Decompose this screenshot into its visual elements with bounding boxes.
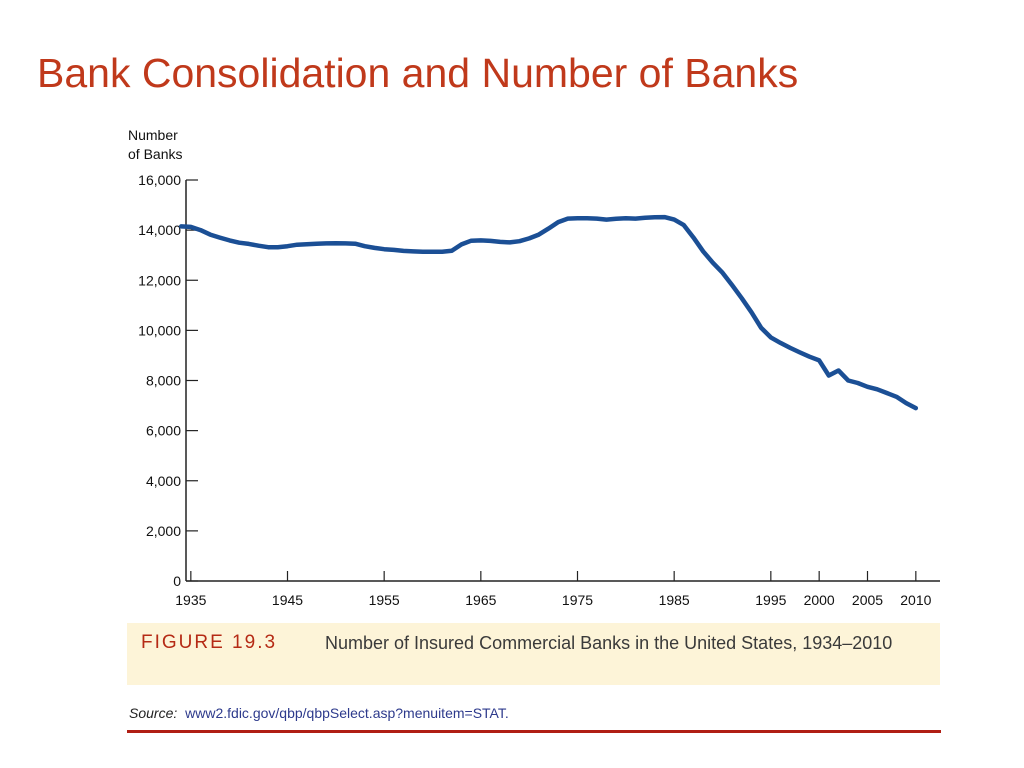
x-tick-label: 1965 (465, 592, 496, 608)
source-line: Source: www2.fdic.gov/qbp/qbpSelect.asp?… (129, 705, 509, 721)
y-tick-label: 2,000 (146, 523, 181, 539)
source-url: www2.fdic.gov/qbp/qbpSelect.asp?menuitem… (185, 705, 509, 721)
slide-title: Bank Consolidation and Number of Banks (37, 50, 799, 96)
y-tick-label: 14,000 (138, 222, 181, 238)
series-group (178, 214, 919, 411)
y-axis-label-line1: Number (128, 127, 178, 143)
y-axis: 0 2,000 4,000 6,000 8,000 10,000 12,000 14,000 1… (138, 172, 198, 589)
figure-caption-box: FIGURE 19.3 Number of Insured Commercial… (127, 623, 940, 685)
x-tick-label: 1985 (659, 592, 690, 608)
x-tick-label: 2005 (852, 592, 883, 608)
y-tick-label: 0 (173, 573, 181, 589)
x-axis: 1935 1945 1955 1965 1975 1985 1995 2000 2005 2010 (175, 571, 940, 608)
x-tick-label: 1945 (272, 592, 303, 608)
y-tick-label: 4,000 (146, 473, 181, 489)
figure-label: FIGURE 19.3 (141, 632, 278, 653)
series-line-0 (178, 214, 919, 411)
x-tick-label: 1995 (755, 592, 786, 608)
x-tick-label: 2010 (900, 592, 931, 608)
x-tick-label: 1955 (369, 592, 400, 608)
x-tick-label: 2000 (804, 592, 835, 608)
x-tick-label: 1935 (175, 592, 206, 608)
y-tick-label: 12,000 (138, 272, 181, 288)
y-tick-label: 16,000 (138, 172, 181, 188)
footer-rule (127, 730, 941, 733)
y-tick-label: 6,000 (146, 423, 181, 439)
line-chart: Number of Banks 0 2,000 4,000 6,000 8,000 10,… (128, 127, 940, 608)
y-axis-label-line2: of Banks (128, 146, 182, 162)
source-label: Source: (129, 705, 178, 721)
y-tick-label: 10,000 (138, 322, 181, 338)
x-tick-label: 1975 (562, 592, 593, 608)
y-tick-label: 8,000 (146, 373, 181, 389)
figure-caption-text: Number of Insured Commercial Banks in th… (325, 633, 893, 653)
